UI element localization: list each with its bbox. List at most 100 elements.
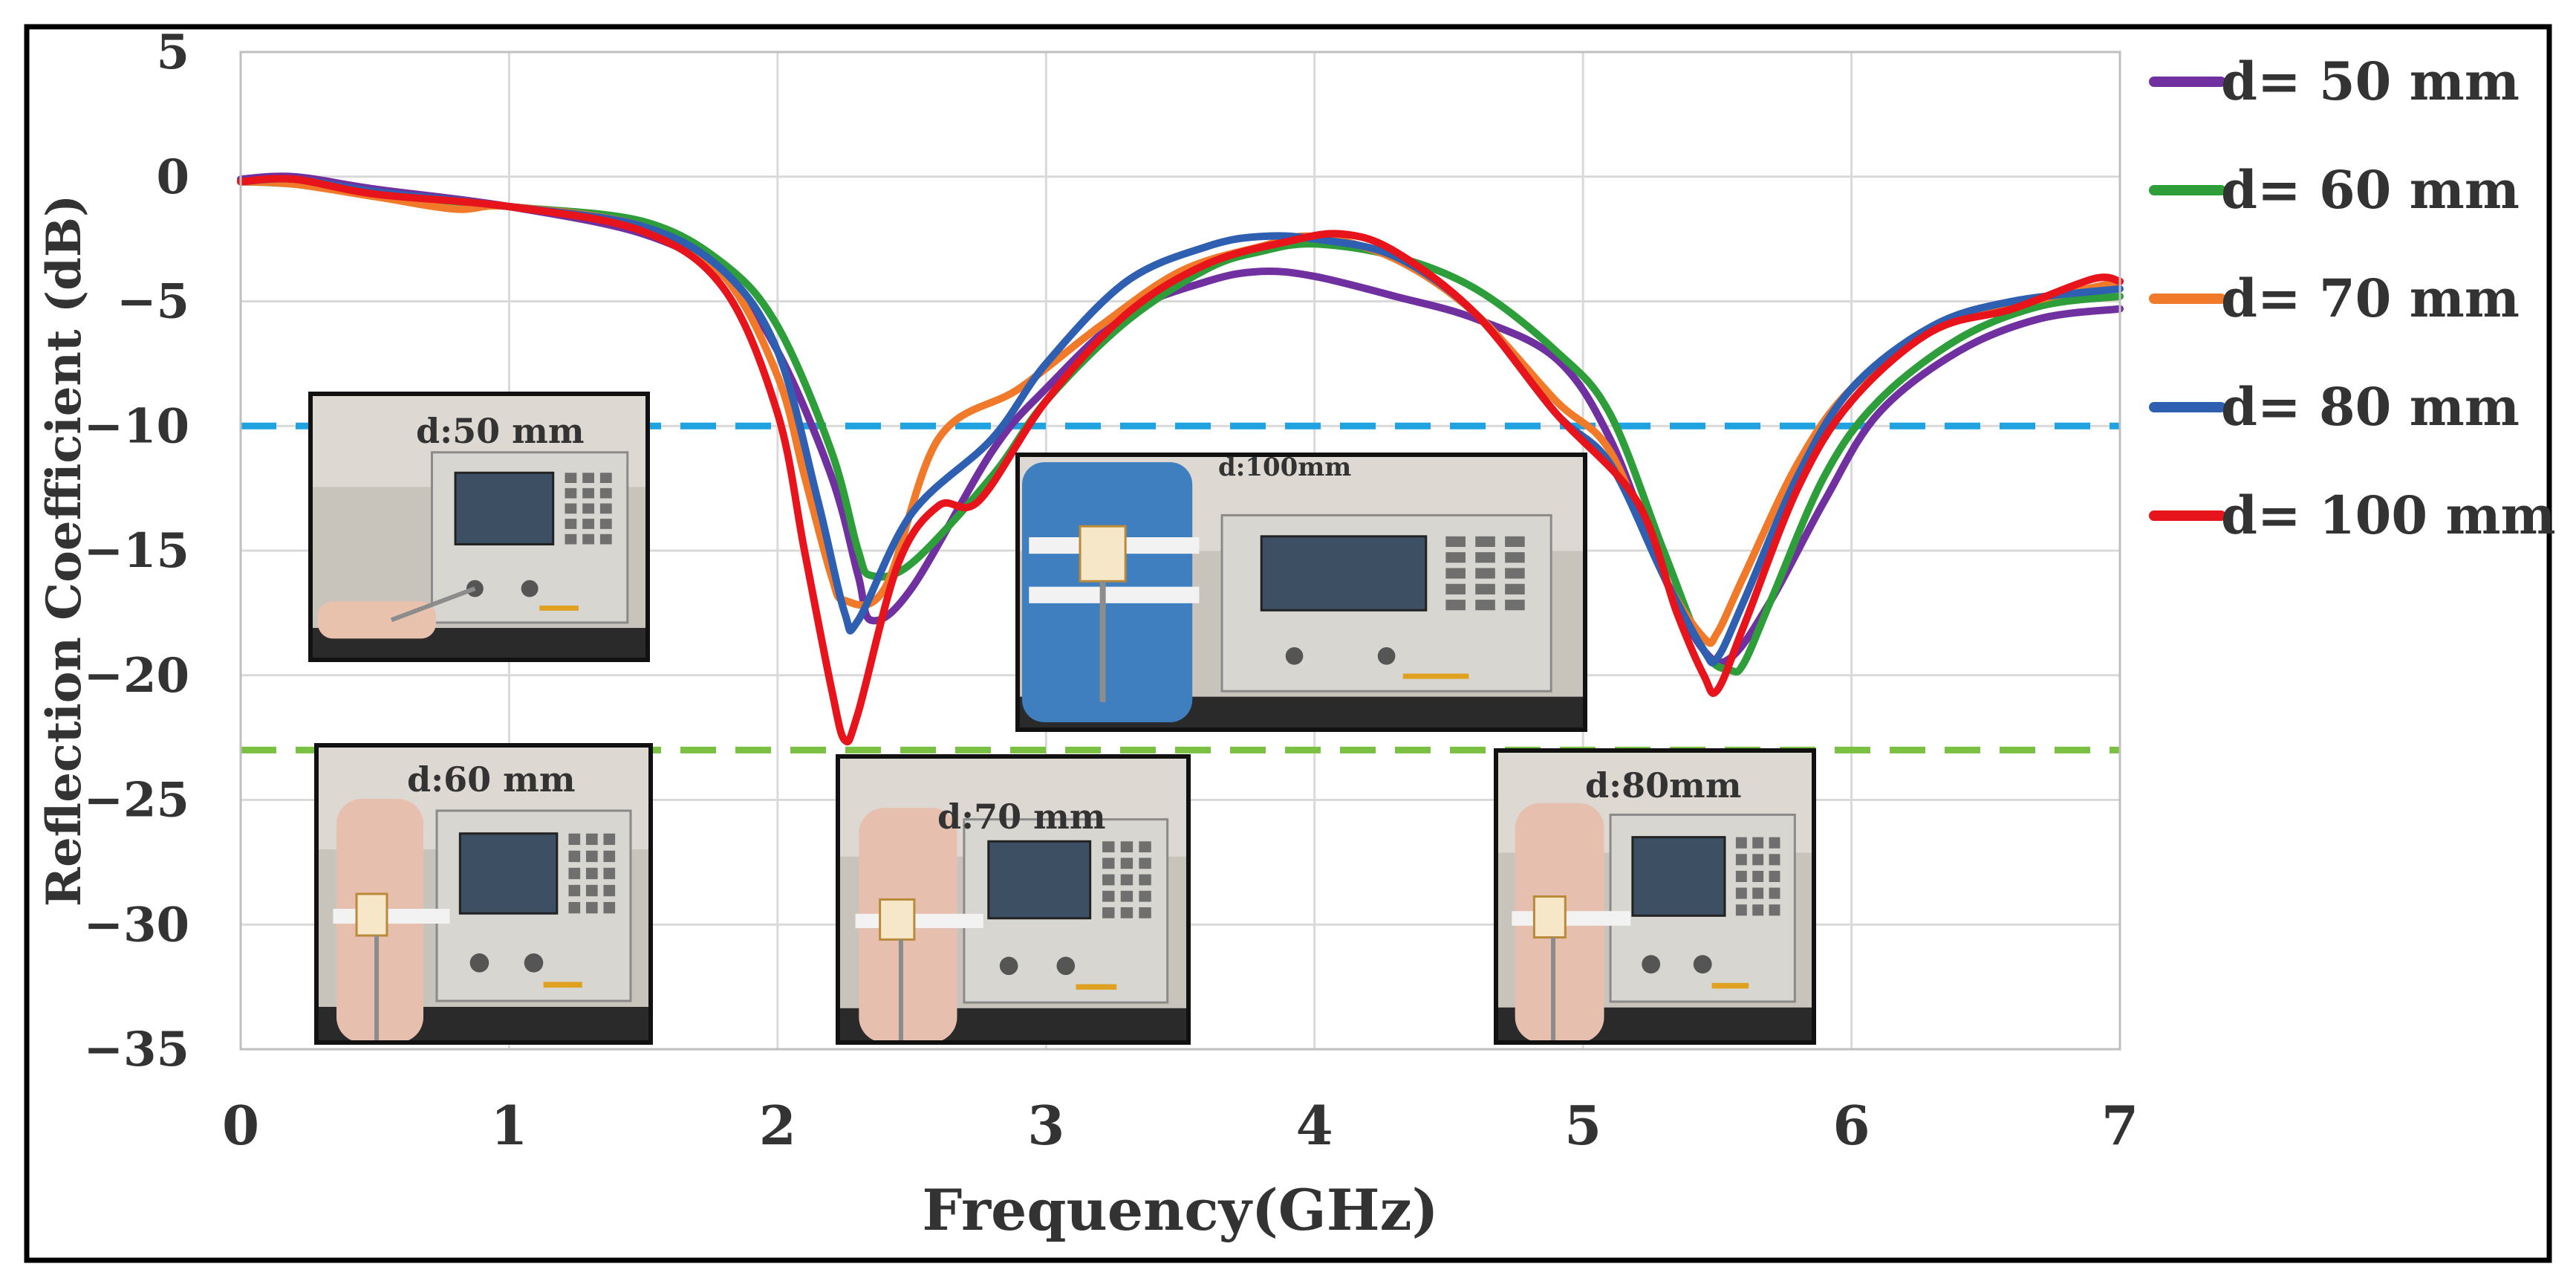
analyzer-key bbox=[599, 473, 612, 484]
analyzer-port bbox=[1642, 955, 1661, 974]
analyzer-key bbox=[1139, 841, 1151, 853]
analyzer-key bbox=[585, 884, 598, 897]
analyzer-key bbox=[1445, 600, 1466, 611]
inset-border bbox=[1494, 748, 1816, 1045]
analyzer-key bbox=[582, 534, 594, 545]
antenna bbox=[879, 898, 916, 941]
x-tick-labels: 0 1 2 3 4 5 6 7 bbox=[222, 1094, 2138, 1157]
analyzer-key bbox=[565, 503, 577, 514]
antenna bbox=[1532, 895, 1567, 939]
analyzer-key bbox=[568, 901, 581, 914]
analyzer-key bbox=[1139, 858, 1151, 869]
analyzer-label-strip bbox=[543, 982, 582, 988]
analyzer-key bbox=[603, 850, 616, 863]
inset-label: d:70 mm bbox=[937, 797, 1106, 837]
analyzer-key bbox=[1752, 837, 1764, 849]
analyzer-key bbox=[1505, 568, 1525, 579]
analyzer-port bbox=[1285, 647, 1304, 665]
analyzer-key bbox=[1769, 854, 1780, 866]
cable bbox=[390, 586, 476, 623]
analyzer-key bbox=[582, 503, 594, 514]
analyzer-key bbox=[565, 519, 577, 529]
inset-photo: d:80mm bbox=[1494, 748, 1816, 1045]
analyzer-key bbox=[1102, 841, 1115, 853]
y-tick-label: −20 bbox=[83, 648, 189, 704]
series-line-1 bbox=[237, 178, 2124, 676]
y-tick-labels: 5 0 −5 −10 −15 −20 −25 −30 −35 bbox=[83, 25, 189, 1077]
analyzer-port bbox=[1377, 647, 1396, 665]
analyzer-key bbox=[582, 487, 594, 499]
plot-border bbox=[239, 51, 2121, 1051]
inset-photo: d:50 mm bbox=[308, 392, 650, 662]
y-tick-label: −15 bbox=[83, 523, 189, 579]
antenna bbox=[355, 892, 388, 937]
analyzer-key bbox=[599, 503, 612, 514]
analyzer-key bbox=[1120, 907, 1133, 918]
y-tick-label: 5 bbox=[156, 25, 189, 80]
analyzer-key bbox=[1735, 870, 1747, 883]
analyzer-key bbox=[1475, 552, 1495, 563]
x-tick-label: 6 bbox=[1833, 1094, 1870, 1157]
legend-label: d= 70 mm bbox=[2221, 268, 2520, 329]
analyzer-key bbox=[1445, 552, 1466, 563]
analyzer-key bbox=[1120, 890, 1133, 902]
analyzer-key bbox=[1475, 536, 1495, 548]
legend: d= 50 mm d= 60 mm d= 70 mm d= 80 mm d= 100 m… bbox=[2149, 51, 2556, 546]
analyzer-screen bbox=[454, 471, 555, 545]
analyzer-key bbox=[1475, 583, 1495, 594]
analyzer-label-strip bbox=[1402, 673, 1469, 679]
analyzer-key bbox=[1769, 887, 1780, 899]
analyzer-key bbox=[585, 901, 598, 914]
analyzer-key bbox=[1505, 536, 1525, 548]
y-tick-label: −35 bbox=[83, 1022, 189, 1077]
analyzer-key bbox=[1445, 536, 1466, 548]
analyzer-key bbox=[1769, 837, 1780, 849]
analyzer-label-strip bbox=[1711, 982, 1749, 989]
analyzer-key bbox=[1102, 858, 1115, 869]
analyzer-port bbox=[1056, 956, 1076, 976]
analyzer-key bbox=[1445, 583, 1466, 594]
legend-label: d= 60 mm bbox=[2221, 159, 2520, 221]
x-tick-label: 5 bbox=[1564, 1094, 1601, 1157]
analyzer-key bbox=[1735, 904, 1747, 916]
inset-label: d:50 mm bbox=[416, 411, 585, 451]
x-tick-label: 1 bbox=[490, 1094, 527, 1157]
y-tick-label: 0 bbox=[156, 149, 189, 205]
analyzer-key bbox=[1505, 600, 1525, 611]
x-tick-label: 7 bbox=[2101, 1094, 2138, 1157]
analyzer-key bbox=[1752, 904, 1764, 916]
analyzer-port bbox=[521, 580, 539, 597]
x-tick-label: 4 bbox=[1296, 1094, 1333, 1157]
y-tick-label: −5 bbox=[117, 274, 189, 330]
analyzer-key bbox=[1769, 870, 1780, 883]
analyzer-key bbox=[1475, 600, 1495, 611]
analyzer-label-strip bbox=[1076, 984, 1117, 990]
tape-strip bbox=[333, 909, 450, 924]
analyzer-key bbox=[585, 850, 598, 863]
series-line-3 bbox=[237, 175, 2124, 667]
y-axis-title: Reflection Coefficient (dB) bbox=[36, 195, 92, 907]
x-tick-label: 2 bbox=[759, 1094, 796, 1157]
analyzer-key bbox=[603, 901, 616, 914]
analyzer-key bbox=[1120, 841, 1133, 853]
analyzer-key bbox=[1752, 887, 1764, 899]
analyzer-key bbox=[603, 833, 616, 846]
analyzer-key bbox=[1752, 854, 1764, 866]
analyzer-key bbox=[1769, 904, 1780, 916]
analyzer-key bbox=[568, 833, 581, 846]
analyzer-port bbox=[469, 953, 489, 973]
analyzer-port bbox=[1693, 955, 1712, 974]
analyzer-key bbox=[565, 473, 577, 484]
inset-label: d:100mm bbox=[1218, 453, 1351, 482]
analyzer-port bbox=[524, 953, 544, 973]
analyzer-key bbox=[1445, 568, 1466, 579]
analyzer-key bbox=[568, 850, 581, 863]
analyzer-key bbox=[582, 519, 594, 529]
legend-label: d= 80 mm bbox=[2221, 376, 2520, 438]
analyzer-key bbox=[1735, 837, 1747, 849]
analyzer-key bbox=[568, 884, 581, 897]
analyzer-key bbox=[1752, 870, 1764, 883]
analyzer-key bbox=[1139, 874, 1151, 886]
x-tick-label: 0 bbox=[222, 1094, 259, 1157]
